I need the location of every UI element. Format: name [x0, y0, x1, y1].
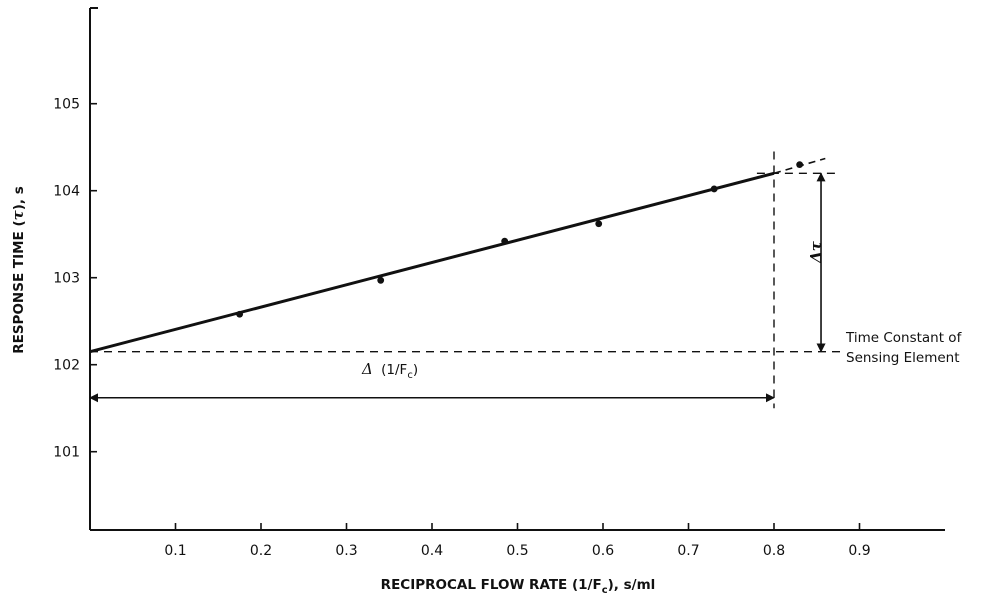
x-tick-label: 0.4: [421, 543, 443, 559]
data-point: [710, 185, 718, 193]
y-tick-label: 101: [53, 445, 80, 461]
x-axis-title-suffix: ), s/ml: [608, 577, 656, 593]
data-point: [796, 161, 804, 169]
data-point: [377, 276, 385, 284]
x-tick-label: 0.5: [506, 543, 528, 559]
x-tick-label: 0.9: [848, 543, 870, 559]
x-axis-title-sub: c: [602, 585, 608, 596]
x-axis-title-prefix: RECIPROCAL FLOW RATE (1/F: [381, 577, 602, 593]
y-axis-title-prefix: RESPONSE TIME (: [11, 220, 27, 353]
y-axis-title: RESPONSE TIME (τ), s: [9, 186, 27, 354]
delta-x-sub: c: [407, 370, 413, 381]
x-ticks: 0.1 0.2 0.3 0.4 0.5 0.6 0.7 0.8 0.9: [164, 523, 871, 559]
x-tick-label: 0.8: [763, 543, 785, 559]
y-axis-title-symbol: τ: [9, 209, 27, 220]
time-constant-line1: Time Constant of: [845, 330, 963, 346]
x-tick-label: 0.1: [164, 543, 186, 559]
fit-line: [89, 171, 775, 354]
y-tick-label: 104: [53, 184, 80, 200]
y-tick-label: 102: [53, 358, 80, 374]
data-point: [236, 310, 244, 318]
delta-x-label: Δ (1/Fc): [361, 360, 418, 381]
delta-x-suffix: ): [413, 362, 418, 378]
data-point: [501, 237, 509, 245]
y-tick-label: 103: [53, 271, 80, 287]
x-tick-label: 0.7: [677, 543, 699, 559]
data-point: [595, 220, 603, 228]
x-tick-label: 0.2: [250, 543, 272, 559]
y-tick-label: 105: [53, 97, 80, 113]
y-ticks: 101 102 103 104 105: [53, 97, 97, 461]
x-tick-label: 0.3: [335, 543, 357, 559]
time-constant-line2: Sensing Element: [846, 350, 960, 366]
delta-x-prefix: (1/F: [377, 362, 407, 378]
y-axis-title-suffix: ), s: [11, 186, 27, 210]
data-points: [236, 161, 804, 318]
delta-symbol: Δ: [361, 360, 373, 378]
x-tick-label: 0.6: [592, 543, 614, 559]
delta-tau-label: Δτ: [807, 240, 825, 264]
x-axis-title: RECIPROCAL FLOW RATE (1/Fc), s/ml: [381, 577, 656, 596]
